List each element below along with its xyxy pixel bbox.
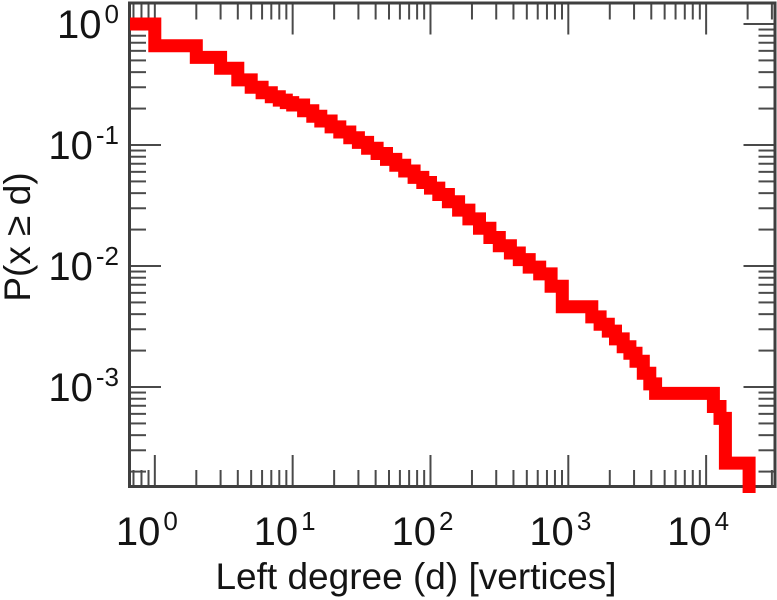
x-axis-title: Left degree (d) [vertices] [215, 556, 616, 597]
x-tick-label: 10 3 [529, 506, 591, 554]
x-tick-label: 10 2 [391, 506, 453, 554]
y-tick-label: 10 0 [57, 0, 119, 47]
x-tick-label: 10 4 [667, 506, 729, 554]
y-axis-title: P(x ≥ d) [0, 172, 38, 301]
x-tick-label: 10 0 [116, 506, 178, 554]
ccdf-step-line [130, 17, 756, 493]
axis-tick-labels: 10 0 10 1 10 2 10 3 10 4 10 0 10 -1 10 -2 10 -3 [48, 0, 729, 554]
y-tick-label: 10 -3 [48, 362, 119, 410]
plot-frame [128, 1, 777, 488]
y-tick-label: 10 -1 [48, 120, 119, 168]
y-tick-label: 10 -2 [48, 241, 119, 289]
axis-ticks [131, 4, 774, 485]
x-tick-label: 10 1 [254, 506, 316, 554]
plot-background [129, 3, 775, 487]
